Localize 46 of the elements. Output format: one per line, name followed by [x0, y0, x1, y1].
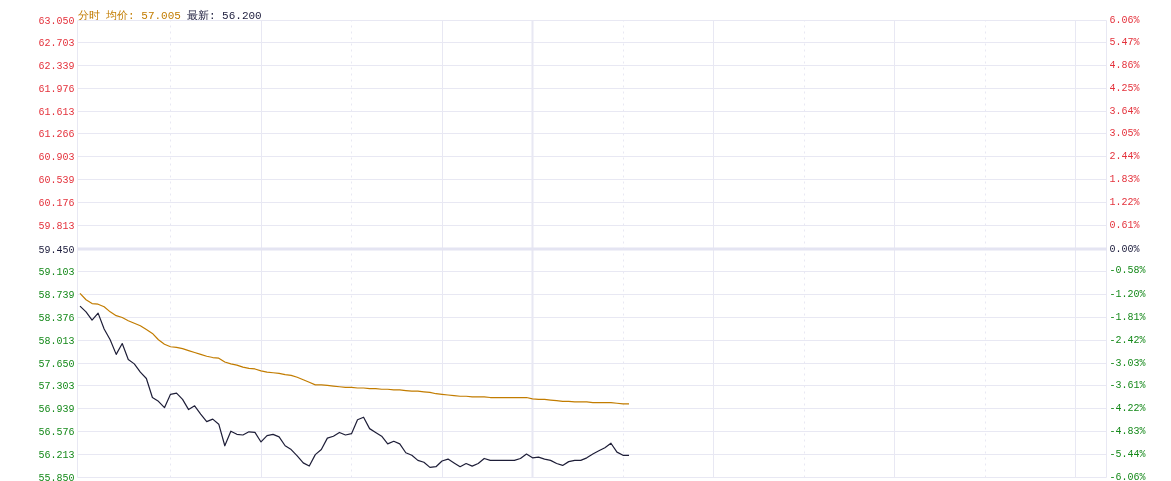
y2-tick-label: -4.83%: [1109, 425, 1146, 437]
y-tick-label: 55.850: [38, 473, 75, 481]
y-tick-label: 62.339: [38, 61, 75, 73]
y-tick-label: 59.450: [38, 244, 75, 256]
line-series: [79, 305, 630, 468]
y-tick-label: 56.939: [38, 403, 75, 415]
y-tick-label: 60.539: [38, 175, 75, 187]
y2-tick-label: -4.22%: [1109, 402, 1146, 414]
line-series: [79, 292, 630, 405]
y2-tick-label: -2.42%: [1109, 334, 1146, 346]
y2-tick-label: 1.22%: [1109, 197, 1140, 209]
y2-tick-label: -3.61%: [1109, 379, 1146, 391]
y-tick-label: 59.103: [38, 266, 75, 278]
y-tick-label: 61.613: [38, 107, 75, 119]
y-tick-label: 57.650: [38, 358, 75, 370]
y-tick-label: 56.576: [38, 426, 75, 438]
y-tick-label: 60.903: [38, 152, 75, 164]
y2-tick-label: 0.00%: [1109, 243, 1140, 255]
y-tick-label: 56.213: [38, 449, 75, 461]
y2-tick-label: -3.03%: [1109, 357, 1146, 369]
y-tick-label: 58.376: [38, 312, 75, 324]
y-tick-label: 60.176: [38, 198, 75, 210]
y-tick-label: 63.050: [38, 16, 75, 27]
y2-tick-label: 4.86%: [1109, 60, 1140, 72]
y2-tick-label: -1.81%: [1109, 311, 1146, 323]
y-tick-label: 58.013: [38, 335, 75, 347]
y2-tick-label: 0.61%: [1109, 220, 1140, 232]
y-tick-label: 62.703: [38, 38, 75, 50]
y2-tick-label: 1.83%: [1109, 174, 1140, 186]
y-tick-label: 61.266: [38, 129, 75, 141]
y2-tick-label: -6.06%: [1109, 472, 1146, 481]
y2-tick-label: 5.47%: [1109, 37, 1140, 49]
chart-title: 分时 均价: 57.005: [77, 8, 181, 22]
y-tick-label: 58.739: [38, 289, 75, 301]
y-tick-label: 59.813: [38, 221, 75, 233]
chart-subtitle: 最新: 56.200: [186, 8, 262, 22]
y2-tick-label: -5.44%: [1109, 448, 1146, 460]
y2-tick-label: -1.20%: [1109, 288, 1146, 300]
y2-tick-label: 3.64%: [1109, 106, 1140, 118]
y-tick-label: 57.303: [38, 380, 75, 392]
y-tick-label: 61.976: [38, 84, 75, 96]
y2-tick-label: 2.44%: [1109, 151, 1140, 163]
y2-tick-label: 6.06%: [1109, 15, 1140, 26]
y2-tick-label: -0.58%: [1109, 265, 1146, 277]
y2-tick-label: 3.05%: [1109, 128, 1140, 140]
y2-tick-label: 4.25%: [1109, 83, 1140, 95]
